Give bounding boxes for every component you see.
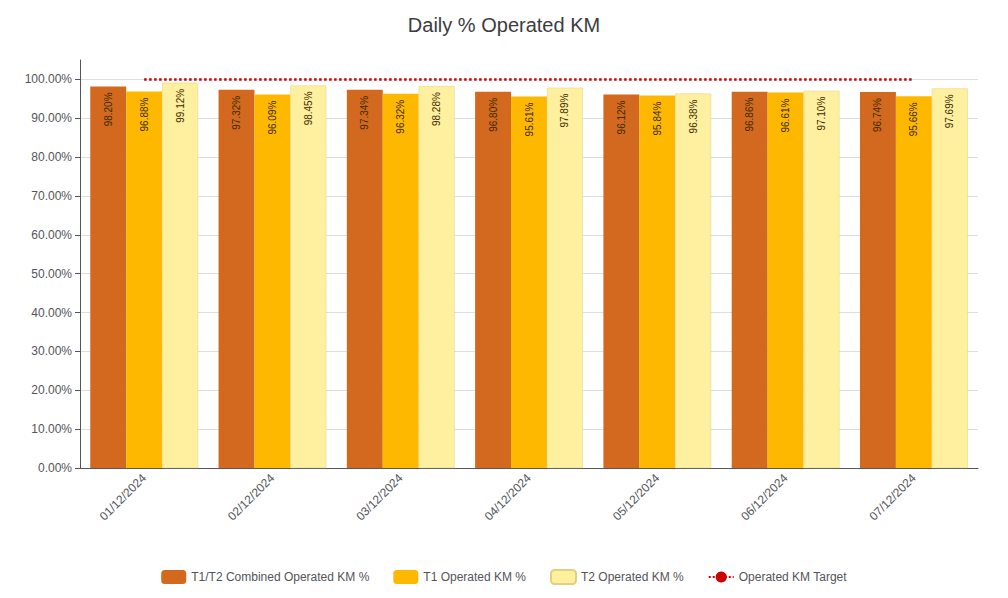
svg-text:96.88%: 96.88% <box>139 97 150 131</box>
svg-text:10.00%: 10.00% <box>31 422 72 436</box>
svg-text:97.10%: 97.10% <box>816 97 827 131</box>
svg-text:60.00%: 60.00% <box>31 228 72 242</box>
svg-text:95.61%: 95.61% <box>524 102 535 136</box>
svg-text:90.00%: 90.00% <box>31 111 72 125</box>
svg-text:95.84%: 95.84% <box>652 101 663 135</box>
svg-text:70.00%: 70.00% <box>31 189 72 203</box>
svg-text:05/12/2024: 05/12/2024 <box>610 471 663 524</box>
svg-text:03/12/2024: 03/12/2024 <box>353 471 406 524</box>
svg-text:98.20%: 98.20% <box>103 92 114 126</box>
svg-text:97.34%: 97.34% <box>359 96 370 130</box>
svg-text:96.32%: 96.32% <box>395 100 406 134</box>
svg-text:T1 Operated KM %: T1 Operated KM % <box>423 570 526 584</box>
svg-text:98.45%: 98.45% <box>303 91 314 125</box>
svg-text:98.28%: 98.28% <box>431 92 442 126</box>
svg-text:80.00%: 80.00% <box>31 150 72 164</box>
svg-text:96.74%: 96.74% <box>872 98 883 132</box>
svg-text:04/12/2024: 04/12/2024 <box>482 471 535 524</box>
svg-text:97.32%: 97.32% <box>231 96 242 130</box>
svg-text:0.00%: 0.00% <box>38 461 72 475</box>
svg-text:96.12%: 96.12% <box>616 100 627 134</box>
svg-text:T2 Operated KM %: T2 Operated KM % <box>581 570 684 584</box>
svg-text:96.61%: 96.61% <box>780 98 791 132</box>
svg-text:07/12/2024: 07/12/2024 <box>866 471 919 524</box>
svg-text:T1/T2 Combined Operated KM %: T1/T2 Combined Operated KM % <box>191 570 369 584</box>
svg-text:97.89%: 97.89% <box>559 94 570 128</box>
svg-text:96.86%: 96.86% <box>744 98 755 132</box>
svg-text:Operated KM Target: Operated KM Target <box>739 570 848 584</box>
svg-text:96.09%: 96.09% <box>267 101 278 135</box>
svg-text:01/12/2024: 01/12/2024 <box>97 471 150 524</box>
svg-text:95.66%: 95.66% <box>908 102 919 136</box>
svg-text:02/12/2024: 02/12/2024 <box>225 471 278 524</box>
svg-text:100.00%: 100.00% <box>25 72 73 86</box>
svg-text:97.69%: 97.69% <box>944 94 955 128</box>
svg-text:96.38%: 96.38% <box>688 99 699 133</box>
svg-text:99.12%: 99.12% <box>175 89 186 123</box>
svg-text:30.00%: 30.00% <box>31 344 72 358</box>
svg-text:06/12/2024: 06/12/2024 <box>738 471 791 524</box>
svg-text:40.00%: 40.00% <box>31 306 72 320</box>
svg-text:96.80%: 96.80% <box>488 98 499 132</box>
svg-text:20.00%: 20.00% <box>31 383 72 397</box>
svg-text:Daily % Operated KM: Daily % Operated KM <box>408 14 600 36</box>
svg-text:50.00%: 50.00% <box>31 267 72 281</box>
